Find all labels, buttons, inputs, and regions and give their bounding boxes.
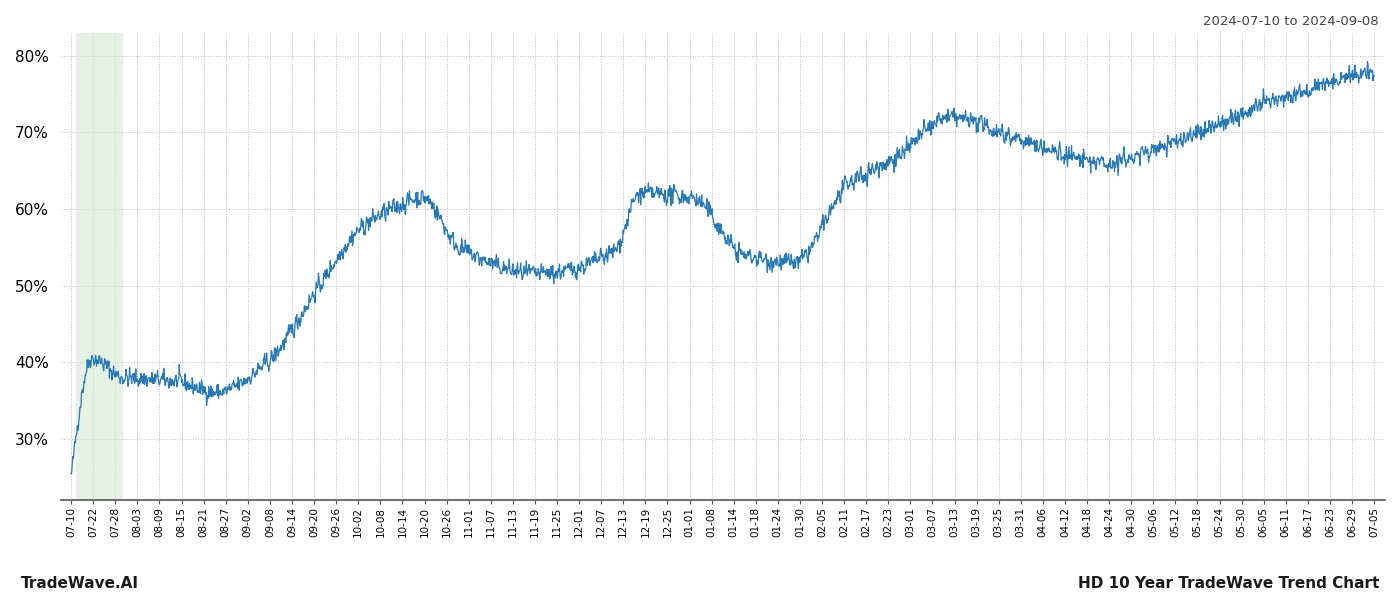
Bar: [77, 33, 123, 500]
Text: TradeWave.AI: TradeWave.AI: [21, 576, 139, 591]
Text: HD 10 Year TradeWave Trend Chart: HD 10 Year TradeWave Trend Chart: [1078, 576, 1379, 591]
Text: 2024-07-10 to 2024-09-08: 2024-07-10 to 2024-09-08: [1204, 15, 1379, 28]
